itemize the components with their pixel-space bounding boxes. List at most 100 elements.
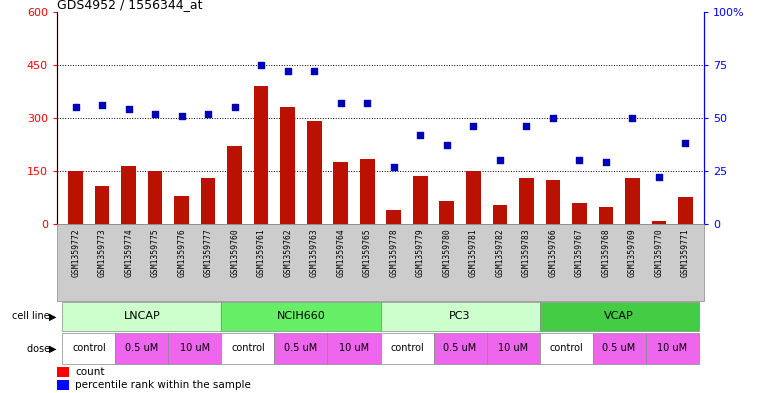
Bar xyxy=(201,178,215,224)
Bar xyxy=(387,210,401,224)
Bar xyxy=(540,301,699,331)
Text: count: count xyxy=(75,367,105,377)
Point xyxy=(69,104,81,110)
Text: percentile rank within the sample: percentile rank within the sample xyxy=(75,380,251,390)
Text: NCIH660: NCIH660 xyxy=(276,311,326,321)
Bar xyxy=(68,171,83,224)
Point xyxy=(626,115,638,121)
Point xyxy=(282,68,294,74)
Point xyxy=(521,123,533,130)
Text: GDS4952 / 1556344_at: GDS4952 / 1556344_at xyxy=(57,0,202,11)
Bar xyxy=(645,333,699,364)
Bar xyxy=(440,201,454,224)
Text: GSM1359763: GSM1359763 xyxy=(310,228,319,277)
Bar xyxy=(519,178,533,224)
Text: GSM1359769: GSM1359769 xyxy=(628,228,637,277)
Text: dose: dose xyxy=(27,344,53,354)
Bar xyxy=(228,146,242,224)
Text: GSM1359783: GSM1359783 xyxy=(522,228,531,277)
Bar xyxy=(380,301,540,331)
Text: GSM1359779: GSM1359779 xyxy=(416,228,425,277)
Point xyxy=(467,123,479,130)
Text: GSM1359780: GSM1359780 xyxy=(442,228,451,277)
Bar xyxy=(327,333,380,364)
Text: GSM1359771: GSM1359771 xyxy=(681,228,690,277)
Bar xyxy=(599,207,613,224)
Text: 0.5 uM: 0.5 uM xyxy=(285,343,317,353)
Bar xyxy=(174,196,189,224)
Text: control: control xyxy=(72,343,106,353)
Bar xyxy=(678,197,693,224)
Text: GSM1359782: GSM1359782 xyxy=(495,228,505,277)
Bar xyxy=(380,333,434,364)
Text: control: control xyxy=(231,343,265,353)
Bar xyxy=(148,171,162,224)
Text: GSM1359761: GSM1359761 xyxy=(256,228,266,277)
Bar xyxy=(625,178,640,224)
Bar xyxy=(221,301,380,331)
Bar xyxy=(333,162,348,224)
Point xyxy=(176,113,188,119)
Text: 0.5 uM: 0.5 uM xyxy=(126,343,158,353)
Text: 10 uM: 10 uM xyxy=(180,343,210,353)
Bar xyxy=(651,221,666,224)
Bar xyxy=(280,107,295,224)
Point xyxy=(202,110,215,117)
Point xyxy=(387,163,400,170)
Text: cell line: cell line xyxy=(12,311,53,321)
Text: 0.5 uM: 0.5 uM xyxy=(444,343,476,353)
Text: PC3: PC3 xyxy=(449,311,471,321)
Point xyxy=(653,174,665,180)
Point xyxy=(123,106,135,112)
Text: LNCAP: LNCAP xyxy=(123,311,161,321)
Text: GSM1359766: GSM1359766 xyxy=(549,228,557,277)
Bar xyxy=(57,367,68,377)
Text: GSM1359774: GSM1359774 xyxy=(124,228,133,277)
Bar xyxy=(492,204,507,224)
Text: GSM1359775: GSM1359775 xyxy=(151,228,160,277)
Text: GSM1359764: GSM1359764 xyxy=(336,228,345,277)
Text: VCAP: VCAP xyxy=(604,311,634,321)
Bar xyxy=(413,176,428,224)
Text: GSM1359778: GSM1359778 xyxy=(390,228,398,277)
Text: GSM1359762: GSM1359762 xyxy=(283,228,292,277)
Point xyxy=(361,100,374,106)
Bar xyxy=(307,121,321,224)
Point xyxy=(149,110,161,117)
Text: GSM1359777: GSM1359777 xyxy=(204,228,212,277)
Text: GSM1359768: GSM1359768 xyxy=(601,228,610,277)
Text: ▶: ▶ xyxy=(49,311,56,321)
Bar xyxy=(486,333,540,364)
Text: 10 uM: 10 uM xyxy=(339,343,369,353)
Bar xyxy=(254,86,269,224)
Point xyxy=(228,104,240,110)
Text: control: control xyxy=(549,343,583,353)
Bar xyxy=(95,186,110,224)
Bar xyxy=(593,333,645,364)
Bar xyxy=(62,333,116,364)
Point xyxy=(255,62,267,68)
Text: GSM1359772: GSM1359772 xyxy=(71,228,80,277)
Bar xyxy=(62,301,221,331)
Bar xyxy=(572,203,587,224)
Point xyxy=(308,68,320,74)
Point xyxy=(441,142,453,149)
Bar xyxy=(221,333,275,364)
Text: GSM1359760: GSM1359760 xyxy=(230,228,239,277)
Point xyxy=(494,157,506,163)
Bar xyxy=(275,333,327,364)
Point xyxy=(573,157,585,163)
Bar xyxy=(116,333,168,364)
Text: GSM1359770: GSM1359770 xyxy=(654,228,664,277)
Text: GSM1359765: GSM1359765 xyxy=(363,228,371,277)
Bar xyxy=(434,333,486,364)
Text: GSM1359767: GSM1359767 xyxy=(575,228,584,277)
Point xyxy=(600,159,612,165)
Text: 10 uM: 10 uM xyxy=(498,343,528,353)
Text: GSM1359781: GSM1359781 xyxy=(469,228,478,277)
Text: ▶: ▶ xyxy=(49,344,56,354)
Text: 0.5 uM: 0.5 uM xyxy=(603,343,635,353)
Bar xyxy=(540,333,593,364)
Text: GSM1359773: GSM1359773 xyxy=(97,228,107,277)
Point xyxy=(414,132,426,138)
